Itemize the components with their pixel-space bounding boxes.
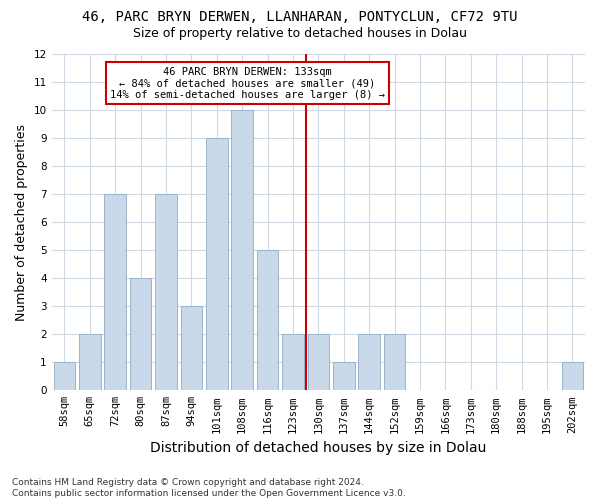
Bar <box>104 194 126 390</box>
Bar <box>257 250 278 390</box>
Bar <box>333 362 355 390</box>
Text: 46, PARC BRYN DERWEN, LLANHARAN, PONTYCLUN, CF72 9TU: 46, PARC BRYN DERWEN, LLANHARAN, PONTYCL… <box>82 10 518 24</box>
Bar <box>358 334 380 390</box>
Text: Contains HM Land Registry data © Crown copyright and database right 2024.
Contai: Contains HM Land Registry data © Crown c… <box>12 478 406 498</box>
Y-axis label: Number of detached properties: Number of detached properties <box>15 124 28 320</box>
Bar <box>308 334 329 390</box>
Text: Size of property relative to detached houses in Dolau: Size of property relative to detached ho… <box>133 28 467 40</box>
Bar <box>384 334 406 390</box>
Text: 46 PARC BRYN DERWEN: 133sqm
← 84% of detached houses are smaller (49)
14% of sem: 46 PARC BRYN DERWEN: 133sqm ← 84% of det… <box>110 66 385 100</box>
Bar <box>79 334 101 390</box>
Bar <box>155 194 177 390</box>
Bar <box>562 362 583 390</box>
X-axis label: Distribution of detached houses by size in Dolau: Distribution of detached houses by size … <box>150 441 487 455</box>
Bar <box>181 306 202 390</box>
Bar <box>206 138 227 390</box>
Bar <box>53 362 75 390</box>
Bar <box>130 278 151 390</box>
Bar <box>282 334 304 390</box>
Bar <box>232 110 253 390</box>
